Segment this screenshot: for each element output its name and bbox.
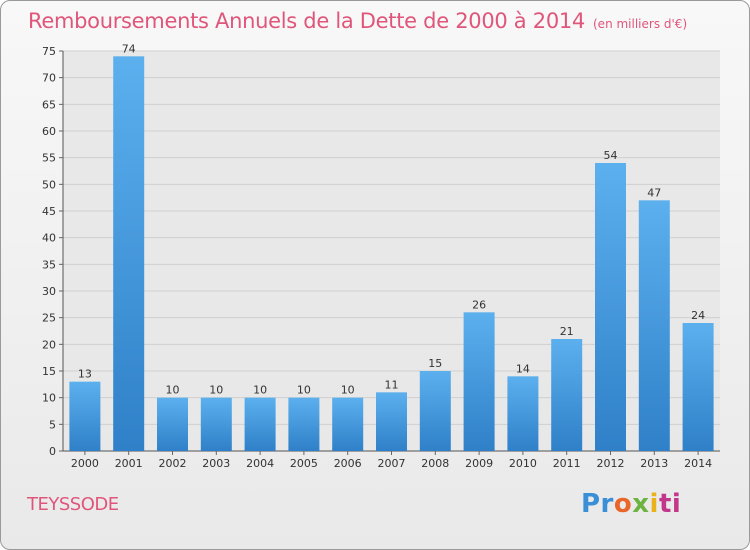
y-tick-label: 35 xyxy=(42,258,56,271)
data-label-2004: 10 xyxy=(253,384,267,397)
x-tick-label-2010: 2010 xyxy=(509,457,537,470)
y-tick-label: 25 xyxy=(42,312,56,325)
y-tick-label: 5 xyxy=(49,418,56,431)
y-tick-label: 0 xyxy=(49,445,56,458)
bar-2008 xyxy=(419,371,451,451)
data-label-2002: 10 xyxy=(166,384,180,397)
data-label-2001: 74 xyxy=(122,42,136,55)
y-tick-label: 30 xyxy=(42,285,56,298)
bar-2002 xyxy=(157,397,188,451)
bar-2004 xyxy=(244,397,276,451)
bar-2007 xyxy=(376,392,407,451)
x-tick-label-2006: 2006 xyxy=(334,457,362,470)
data-label-2007: 11 xyxy=(385,378,399,391)
x-tick-label-2002: 2002 xyxy=(159,457,187,470)
bar-2012 xyxy=(595,163,626,451)
data-label-2014: 24 xyxy=(691,309,705,322)
data-label-2006: 10 xyxy=(341,384,355,397)
data-label-2010: 14 xyxy=(516,362,530,375)
x-tick-label-2005: 2005 xyxy=(290,457,318,470)
chart-unit-note: (en milliers d'€) xyxy=(593,17,688,31)
bar-2009 xyxy=(463,312,495,451)
data-label-2000: 13 xyxy=(78,368,92,381)
bar-2003 xyxy=(200,397,232,451)
bar-2013 xyxy=(638,200,670,451)
location-label: TEYSSODE xyxy=(27,494,119,515)
data-label-2012: 54 xyxy=(604,149,618,162)
y-tick-label: 15 xyxy=(42,365,56,378)
proxiti-logo: Proxiti xyxy=(581,489,682,519)
y-tick-label: 55 xyxy=(42,152,56,165)
y-tick-label: 65 xyxy=(42,98,56,111)
bar-2006 xyxy=(332,397,364,451)
x-tick-label-2013: 2013 xyxy=(640,457,668,470)
y-tick-label: 75 xyxy=(42,45,56,58)
bar-2010 xyxy=(507,376,539,451)
x-tick-label-2001: 2001 xyxy=(115,457,143,470)
data-label-2003: 10 xyxy=(209,384,223,397)
bar-2011 xyxy=(551,339,583,451)
x-tick-label-2008: 2008 xyxy=(421,457,449,470)
x-tick-label-2012: 2012 xyxy=(597,457,625,470)
y-tick-label: 60 xyxy=(42,125,56,138)
x-tick-label-2007: 2007 xyxy=(378,457,406,470)
x-tick-label-2014: 2014 xyxy=(684,457,712,470)
x-tick-label-2003: 2003 xyxy=(202,457,230,470)
x-tick-label-2000: 2000 xyxy=(71,457,99,470)
data-label-2009: 26 xyxy=(472,298,486,311)
x-tick-label-2009: 2009 xyxy=(465,457,493,470)
bar-2005 xyxy=(288,397,320,451)
y-tick-label: 10 xyxy=(42,392,56,405)
bar-2000 xyxy=(69,381,101,451)
data-label-2011: 21 xyxy=(560,325,574,338)
bar-2001 xyxy=(113,56,145,451)
x-tick-label-2011: 2011 xyxy=(553,457,581,470)
y-tick-label: 70 xyxy=(42,72,56,85)
x-tick-label-2004: 2004 xyxy=(246,457,274,470)
bar-2014 xyxy=(682,323,714,451)
data-label-2008: 15 xyxy=(428,357,442,370)
y-tick-label: 50 xyxy=(42,178,56,191)
y-tick-label: 40 xyxy=(42,232,56,245)
y-tick-label: 20 xyxy=(42,338,56,351)
chart-title-text: Remboursements Annuels de la Dette de 20… xyxy=(28,9,585,33)
data-label-2013: 47 xyxy=(647,186,661,199)
y-tick-label: 45 xyxy=(42,205,56,218)
data-label-2005: 10 xyxy=(297,384,311,397)
chart-title: Remboursements Annuels de la Dette de 20… xyxy=(28,9,687,33)
